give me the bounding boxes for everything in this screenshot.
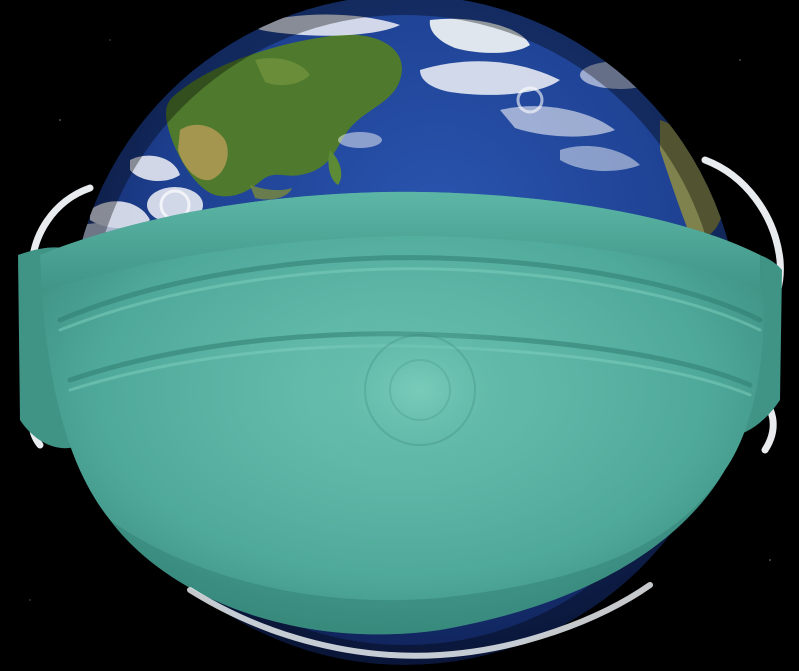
stars [29,39,771,601]
clouds [70,14,660,247]
mask-bottom-edge [187,582,653,659]
surgical-mask [18,191,782,659]
mask-top-band [40,191,760,292]
